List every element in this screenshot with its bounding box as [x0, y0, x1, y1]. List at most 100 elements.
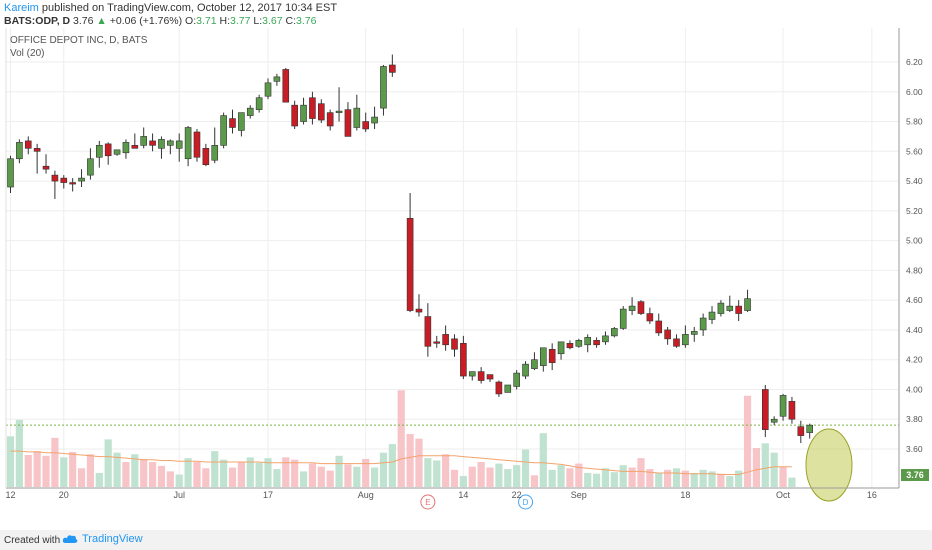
candle	[584, 334, 592, 353]
candle	[566, 340, 574, 350]
candle-body	[690, 331, 698, 335]
candle-body	[140, 136, 147, 146]
candle	[761, 384, 769, 438]
candle	[797, 420, 805, 444]
volume-bar	[60, 457, 68, 487]
x-tick-label: 16	[867, 490, 877, 500]
volume-bars	[6, 390, 796, 487]
volume-bar	[326, 470, 334, 487]
candle-body	[211, 145, 219, 161]
candle	[42, 154, 50, 174]
candle-body	[300, 104, 307, 122]
candle-body	[522, 363, 529, 377]
x-tick-label: Sep	[571, 490, 587, 500]
candle-body	[806, 424, 814, 433]
chart-title: OFFICE DEPOT INC, D, BATS	[10, 35, 148, 46]
candle	[477, 367, 485, 384]
volume-bar	[379, 452, 388, 487]
candle	[87, 148, 94, 180]
candle	[51, 170, 59, 199]
candle-body	[717, 302, 725, 314]
volume-label: Vol (20)	[10, 48, 44, 59]
candle-body	[220, 115, 227, 146]
candle	[708, 306, 716, 324]
change-value: +0.06 (+1.76%)	[109, 15, 183, 27]
y-tick-label: 5.40	[906, 176, 923, 186]
volume-bar	[140, 458, 148, 487]
candle-body	[442, 334, 449, 346]
chart-header: Kareim published on TradingView.com, Oct…	[0, 0, 932, 28]
volume-bar	[610, 472, 618, 487]
footer: Created with TradingView	[0, 530, 932, 550]
volume-bar	[255, 462, 263, 487]
volume-bar	[335, 455, 343, 487]
tradingview-brand-link[interactable]: TradingView	[82, 533, 143, 545]
candle-body	[317, 103, 325, 121]
open-label: O:	[185, 15, 197, 27]
candle	[682, 325, 689, 348]
x-tick-label: Jul	[173, 490, 185, 500]
candle-body	[619, 308, 627, 329]
volume-bar	[566, 468, 574, 487]
volume-bar	[779, 466, 787, 487]
candle	[673, 334, 680, 348]
volume-bar	[264, 458, 272, 487]
candle	[317, 99, 325, 124]
volume-bar	[184, 458, 192, 487]
candle-body	[486, 374, 494, 380]
candle-body	[539, 347, 547, 366]
volume-bar	[726, 476, 734, 487]
candle	[513, 370, 520, 390]
candle-body	[708, 311, 716, 320]
candle-body	[158, 139, 165, 149]
volume-bar	[539, 433, 547, 487]
candle	[149, 133, 156, 152]
candle-body	[371, 116, 378, 124]
candle	[451, 334, 458, 357]
candle-body	[69, 182, 76, 185]
volume-bar	[166, 471, 174, 487]
candle-body	[344, 109, 352, 137]
candle	[273, 73, 281, 86]
volume-bar	[672, 468, 681, 487]
candle	[104, 142, 112, 165]
candle	[655, 313, 663, 336]
candle-body	[7, 158, 14, 188]
volume-bar	[157, 465, 166, 487]
volume-bar	[228, 467, 237, 487]
high-value: 3.77	[230, 15, 251, 27]
candle-body	[96, 145, 103, 158]
y-tick-label: 5.80	[906, 117, 923, 127]
volume-bar	[628, 467, 636, 487]
y-tick-label: 5.20	[906, 206, 923, 216]
candle-body	[78, 177, 85, 182]
volume-bar	[211, 451, 219, 487]
candle	[202, 143, 210, 167]
y-tick-label: 3.60	[906, 444, 923, 454]
candle	[264, 78, 272, 100]
candle-body	[193, 131, 201, 158]
candle	[175, 133, 183, 162]
author-link[interactable]: Kareim	[4, 2, 39, 14]
candle	[122, 139, 130, 159]
last-price: 3.76	[73, 15, 94, 27]
candle-body	[761, 389, 769, 430]
volume-bar	[24, 455, 32, 487]
volume-bar	[468, 466, 476, 487]
volume-bar	[15, 419, 23, 487]
volume-bar	[397, 390, 405, 487]
volume-bar	[282, 457, 290, 487]
candle-body	[433, 341, 441, 344]
event-marker	[518, 494, 534, 510]
candle-body	[611, 328, 618, 337]
volume-bar	[237, 462, 245, 487]
volume-bar	[557, 465, 565, 487]
high-label: H:	[219, 15, 231, 27]
close-value: 3.76	[295, 15, 317, 27]
y-tick-label: 3.80	[906, 414, 923, 424]
volume-bar	[530, 475, 539, 487]
volume-bar	[708, 471, 716, 487]
candle	[291, 100, 298, 129]
